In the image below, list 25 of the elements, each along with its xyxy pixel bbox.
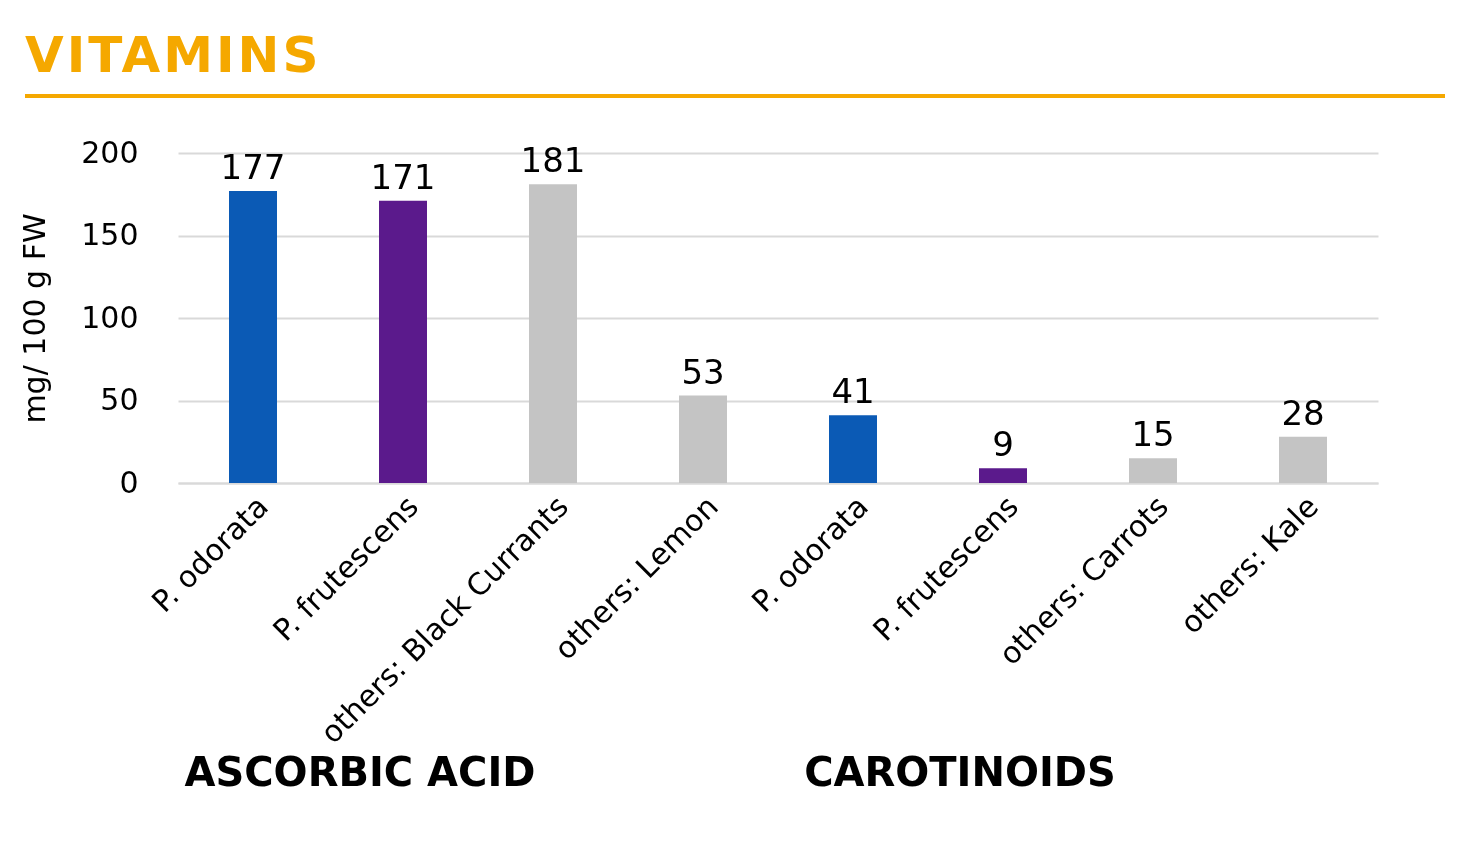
y-tick-label: 150 [81, 217, 139, 252]
bar [1129, 458, 1177, 483]
text: ASCORBIC ACID [183, 749, 537, 795]
data-label: 171 [370, 156, 436, 197]
y-tick-label: 0 [119, 464, 139, 500]
chart-title: VITAMINS [25, 26, 323, 86]
data-label: 9 [992, 424, 1014, 465]
y-tick-label: 100 [81, 299, 139, 335]
data-label: 53 [681, 351, 725, 392]
y-tick-label: 200 [81, 134, 139, 170]
y-axis-title: mg/ 100 g FW [17, 213, 53, 424]
bar [829, 415, 877, 483]
bar [229, 190, 277, 483]
text: CAROTINOIDS [803, 749, 1117, 795]
y-tick-label: 50 [100, 382, 139, 417]
bar [1279, 436, 1327, 483]
data-label: 28 [1281, 392, 1325, 433]
bar [679, 395, 727, 483]
data-label: 15 [1131, 414, 1175, 455]
bar [379, 200, 427, 483]
data-label: 41 [831, 371, 875, 412]
data-label: 177 [220, 146, 286, 187]
bar [529, 184, 577, 483]
data-label: 181 [520, 140, 586, 181]
bar [979, 468, 1027, 483]
